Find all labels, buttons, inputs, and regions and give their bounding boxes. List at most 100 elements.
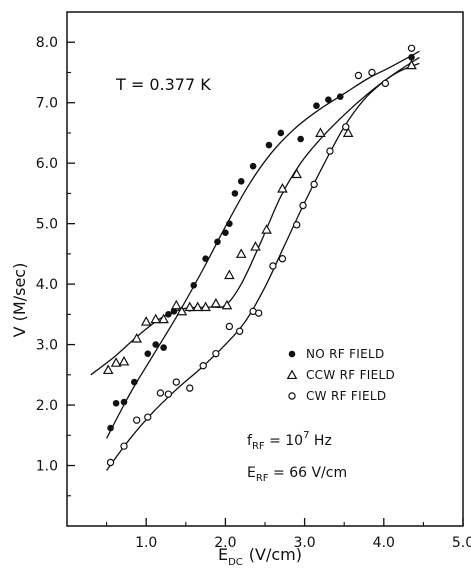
legend-label-no-rf-field: NO RF FIELD [306,347,385,361]
legend: NO RF FIELD CCW RF FIELD CW RF FIELD [286,347,395,403]
point-ccw-rf-field-15 [235,248,247,258]
x-tick-label-0: 1.0 [135,535,157,551]
x-axis-label-sub: DC [228,557,243,568]
y-tick-label-1: 2.0 [36,398,58,414]
fit-curve-cw-rf-field [106,62,420,471]
point-no-rf-field-20 [297,135,304,143]
point-ccw-rf-field-21 [342,127,354,137]
point-no-rf-field-7 [165,311,172,318]
point-cw-rf-field-16 [292,221,301,229]
fit-curve-ccw-rf-field [90,56,420,376]
point-cw-rf-field-4 [156,389,165,397]
param-frequency-symbol: f [247,433,253,449]
point-cw-rf-field-0 [106,458,115,467]
point-ccw-rf-field-6 [158,313,169,324]
point-cw-rf-field-24 [407,44,416,52]
param-efield-symbol: E [247,465,256,481]
point-cw-rf-field-6 [172,378,180,386]
point-no-rf-field-24 [408,54,415,61]
param-frequency-unit: Hz [309,433,331,449]
point-cw-rf-field-17 [299,201,307,210]
point-cw-rf-field-19 [326,147,334,155]
point-cw-rf-field-11 [235,327,244,335]
x-tick-label-4: 5.0 [452,535,471,551]
point-no-rf-field-12 [214,238,221,246]
point-no-rf-field-21 [313,102,320,110]
point-cw-rf-field-15 [278,255,287,263]
legend-label-ccw-rf-field: CCW RF FIELD [306,368,395,382]
point-ccw-rf-field-20 [315,127,326,137]
param-frequency-sub: RF [252,441,265,452]
point-ccw-rf-field-3 [131,333,143,343]
point-cw-rf-field-2 [132,416,141,424]
point-no-rf-field-22 [325,96,332,103]
param-frequency-exp: 7 [303,430,309,441]
y-tick-label-5: 6.0 [36,156,58,172]
point-no-rf-field-19 [277,129,285,137]
point-ccw-rf-field-18 [277,183,288,193]
point-no-rf-field-15 [231,190,239,197]
point-no-rf-field-16 [237,178,245,185]
ticks-group: 1.0 2.0 3.0 4.0 5.0 1.0 2.0 3.0 4.0 5.0 6.0 7.0 8.0 [36,35,471,551]
temperature-annotation: T = 0.377 K [115,75,211,94]
param-efield-value: = 66 V/cm [269,465,348,481]
x-tick-label-3: 4.0 [373,535,395,551]
fit-curve-no-rf-field [106,50,420,439]
point-no-rf-field-11 [202,255,209,263]
y-tick-label-7: 8.0 [36,35,58,51]
point-ccw-rf-field-22 [406,59,417,70]
fit-curves-group [90,50,420,471]
point-cw-rf-field-23 [381,79,390,88]
point-cw-rf-field-20 [342,123,350,131]
point-no-rf-field-14 [226,220,233,227]
point-ccw-rf-field-8 [176,305,188,316]
legend-marker-ccw-rf-field [286,369,298,380]
point-cw-rf-field-5 [164,390,173,398]
point-ccw-rf-field-19 [291,168,302,179]
y-tick-label-0: 1.0 [36,459,58,475]
legend-label-cw-rf-field: CW RF FIELD [306,389,386,403]
point-ccw-rf-field-4 [140,316,152,326]
point-no-rf-field-10 [190,282,198,289]
point-ccw-rf-field-16 [250,241,261,251]
point-cw-rf-field-21 [354,71,363,80]
point-ccw-rf-field-12 [210,297,222,308]
point-ccw-rf-field-14 [224,269,235,280]
x-tick-label-2: 3.0 [293,535,315,551]
point-ccw-rf-field-2 [118,355,130,366]
point-no-rf-field-5 [152,341,160,348]
point-cw-rf-field-22 [368,68,376,77]
param-frequency-value: = 10 [265,433,303,449]
point-no-rf-field-0 [107,424,114,432]
point-cw-rf-field-18 [310,180,318,189]
point-ccw-rf-field-13 [221,299,233,310]
point-cw-rf-field-14 [269,262,277,270]
x-axis-label-main: E [218,545,228,564]
point-ccw-rf-field-9 [184,301,196,312]
x-tick-label-1: 2.0 [214,535,236,551]
point-ccw-rf-field-17 [261,224,272,234]
point-ccw-rf-field-1 [110,357,122,367]
point-no-rf-field-6 [160,344,167,351]
x-axis-label: EDC (V/cm) [218,545,302,568]
x-axis-label-unit: (V/cm) [249,545,302,564]
point-cw-rf-field-8 [199,362,207,370]
point-no-rf-field-4 [144,350,152,357]
y-tick-label-4: 5.0 [36,217,58,233]
data-points-group [102,44,417,467]
point-no-rf-field-23 [336,93,344,100]
y-tick-label-3: 4.0 [36,277,58,293]
y-axis-label: V (M/sec) [10,263,29,338]
point-no-rf-field-13 [222,229,229,237]
legend-marker-cw-rf-field [288,392,296,400]
y-tick-label-6: 7.0 [36,96,58,112]
point-ccw-rf-field-7 [170,299,182,310]
point-cw-rf-field-7 [186,384,194,392]
point-ccw-rf-field-5 [150,313,162,324]
point-cw-rf-field-9 [212,349,220,358]
point-no-rf-field-17 [249,162,257,170]
point-ccw-rf-field-10 [192,301,203,312]
point-ccw-rf-field-0 [102,364,114,375]
param-efield: ERF = 66 V/cm [247,465,347,484]
